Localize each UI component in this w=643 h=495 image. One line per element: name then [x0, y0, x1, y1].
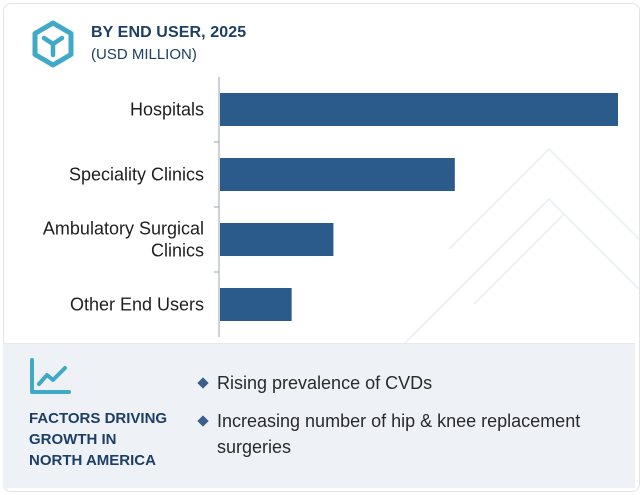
factors-list: Rising prevalence of CVDs Increasing num… [195, 370, 625, 472]
category-label: Other End Users [70, 295, 204, 315]
category-label: Speciality Clinics [69, 165, 204, 185]
diamond-bullet-icon [197, 415, 209, 427]
hexagon-y-logo-icon [32, 20, 74, 68]
factors-heading-line: GROWTH IN [29, 431, 117, 448]
diamond-bullet-icon [197, 377, 209, 389]
factors-panel: FACTORS DRIVING GROWTH IN NORTH AMERICA … [3, 343, 635, 488]
bar-chart: Hospitals Speciality Clinics Ambulatory Su… [43, 77, 618, 337]
factor-item: Increasing number of hip & knee replacem… [195, 408, 625, 460]
factor-item: Rising prevalence of CVDs [195, 370, 625, 396]
chart-title: BY END USER, 2025 [91, 24, 247, 41]
background-watermark [403, 147, 639, 345]
factors-heading: FACTORS DRIVING GROWTH IN NORTH AMERICA [29, 408, 189, 471]
factors-heading-line: FACTORS DRIVING [29, 410, 168, 427]
bar [220, 223, 334, 256]
factors-heading-line: NORTH AMERICA [29, 452, 156, 469]
line-chart-trend-icon [30, 358, 71, 394]
factor-text: Increasing number of hip & knee replacem… [217, 411, 581, 457]
bar [220, 93, 618, 126]
category-label: Ambulatory Surgical Clinics [43, 219, 204, 261]
category-label: Hospitals [130, 100, 204, 120]
bar [220, 288, 292, 321]
chart-subtitle: (USD MILLION) [91, 46, 197, 63]
bar [220, 158, 455, 191]
factor-text: Rising prevalence of CVDs [217, 373, 433, 393]
